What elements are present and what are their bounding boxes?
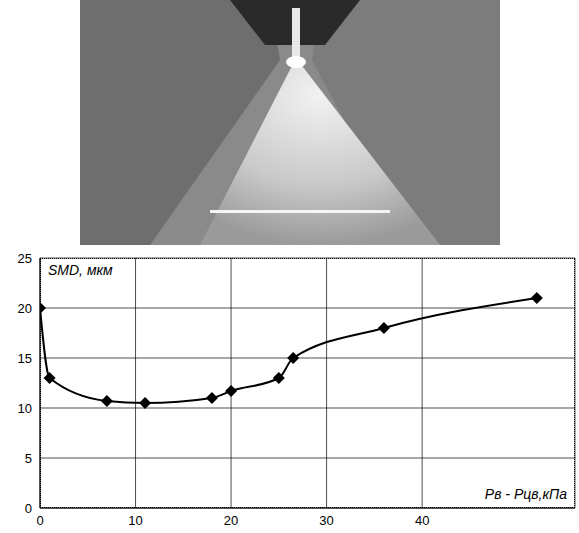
svg-text:40: 40 [415, 513, 429, 528]
svg-text:25: 25 [18, 251, 32, 266]
html-text:SMD, мкм: SMD, мкм [48, 262, 113, 278]
svg-text:15: 15 [18, 351, 32, 366]
svg-text:20: 20 [224, 513, 238, 528]
svg-text:5: 5 [25, 451, 32, 466]
svg-text:10: 10 [128, 513, 142, 528]
html-text:Pв - Pцв,кПа: Pв - Pцв,кПа [484, 486, 567, 502]
svg-text:0: 0 [36, 513, 43, 528]
svg-text:10: 10 [18, 401, 32, 416]
svg-text:0: 0 [25, 501, 32, 516]
svg-text:30: 30 [319, 513, 333, 528]
svg-text:20: 20 [18, 301, 32, 316]
